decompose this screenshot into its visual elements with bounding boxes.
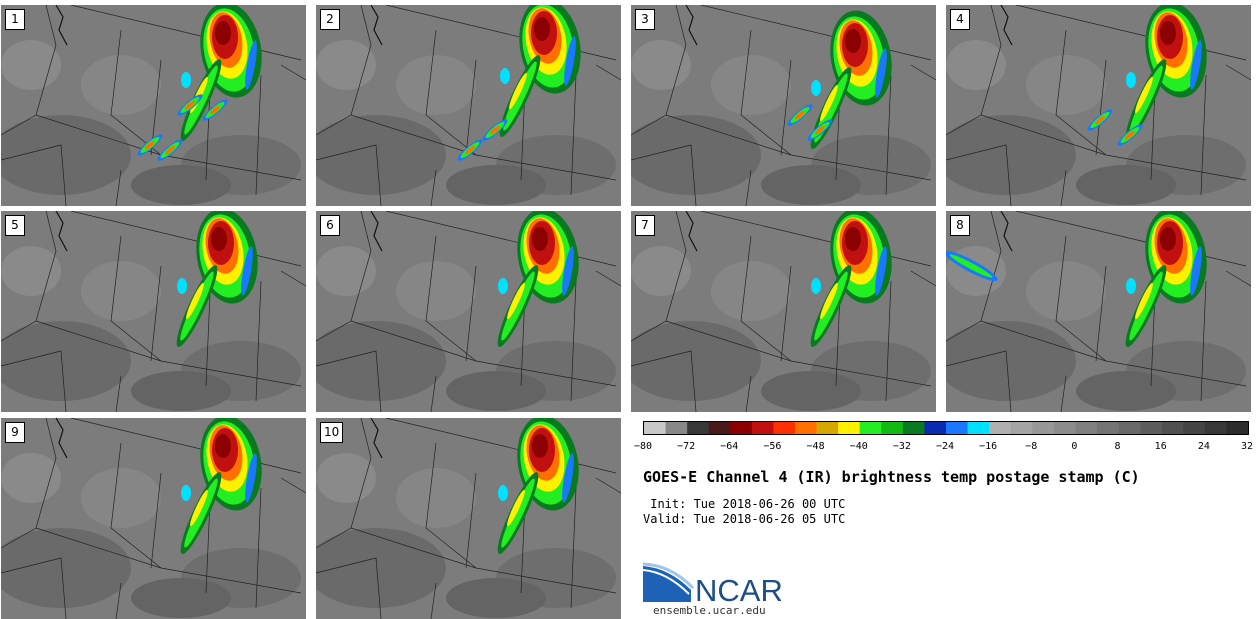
colorbar-tick-label: 24 [1197,441,1210,452]
colorbar [643,421,1249,435]
figure-title: GOES-E Channel 4 (IR) brightness temp po… [643,468,1140,486]
colorbar-segment [730,422,753,434]
member-number-label: 10 [320,422,344,443]
colorbar-segment [1183,422,1206,434]
ensemble-member-map: 2 [316,5,621,206]
colorbar-segment [967,422,990,434]
colorbar-tick-label: −32 [892,441,911,452]
member-number-label: 8 [950,215,970,236]
colorbar-segment [902,422,925,434]
member-number-label: 5 [5,215,25,236]
colorbar-segment [924,422,947,434]
colorbar-segment [838,422,861,434]
ir-satellite-map [1,418,306,619]
colorbar-segment [1032,422,1055,434]
colorbar-tick-label: −80 [633,441,653,452]
svg-text:NCAR: NCAR [695,573,783,604]
member-number-label: 4 [950,9,970,30]
colorbar-segment [1097,422,1119,434]
colorbar-tick-label: −56 [763,441,782,452]
ir-satellite-map [316,5,621,206]
colorbar-segment [1118,422,1141,434]
colorbar-segment [1053,422,1076,434]
ensemble-member-map: 10 [316,418,621,619]
member-number-label: 6 [320,215,340,236]
ir-satellite-map [946,211,1251,412]
ir-satellite-map [631,211,936,412]
member-number-label: 1 [5,9,25,30]
colorbar-tick-label: −72 [677,441,696,452]
ensemble-member-map: 6 [316,211,621,412]
ensemble-member-map: 1 [1,5,306,206]
colorbar-segment [665,422,688,434]
member-number-label: 9 [5,422,25,443]
colorbar-segment [708,422,731,434]
colorbar-tick-label: −40 [849,441,868,452]
ir-satellite-map [1,5,306,206]
colorbar-segment [687,422,710,434]
member-number-label: 2 [320,9,340,30]
ensemble-member-map: 4 [946,5,1251,206]
site-url: ensemble.ucar.edu [653,604,766,617]
colorbar-segment [1204,422,1227,434]
colorbar-segment [1140,422,1163,434]
colorbar-tick-label: 0 [1071,441,1078,452]
colorbar-segment [881,422,904,434]
member-number-label: 7 [635,215,655,236]
ensemble-member-map: 3 [631,5,936,206]
colorbar-tick-label: −8 [1025,441,1038,452]
colorbar-segment [1010,422,1033,434]
colorbar-segment [1226,422,1249,434]
colorbar-tick-label: −64 [720,441,739,452]
colorbar-segment [946,422,968,434]
colorbar-tick-label: −16 [979,441,998,452]
ensemble-member-map: 8 [946,211,1251,412]
colorbar-segment [751,422,774,434]
valid-time: Valid: Tue 2018-06-26 05 UTC [643,512,846,526]
member-number-label: 3 [635,9,655,30]
ir-satellite-map [1,211,306,412]
ensemble-member-map: 7 [631,211,936,412]
colorbar-segment [795,422,817,434]
colorbar-tick-label: 8 [1114,441,1121,452]
colorbar-segment [1075,422,1098,434]
colorbar-segment [644,422,666,434]
colorbar-tick-label: −24 [935,441,955,452]
colorbar-segment [859,422,882,434]
ir-satellite-map [946,5,1251,206]
ncar-logo: NCAR [643,562,783,604]
ir-satellite-map [316,418,621,619]
init-time: Init: Tue 2018-06-26 00 UTC [643,497,846,511]
colorbar-segment [989,422,1012,434]
colorbar-tick-labels: −80 −72 −64 −56 −48 −40 −32 −24 −16 −8 0 8 16 24 32 [634,441,1260,455]
colorbar-segment [816,422,839,434]
colorbar-tick-label: 16 [1154,441,1167,452]
colorbar-tick-label: −48 [806,441,825,452]
colorbar-segment [773,422,796,434]
ensemble-member-map: 5 [1,211,306,412]
ir-satellite-map [316,211,621,412]
colorbar-tick-label: 32 [1240,441,1254,452]
ensemble-member-map: 9 [1,418,306,619]
ir-satellite-map [631,5,936,206]
colorbar-segment [1161,422,1184,434]
